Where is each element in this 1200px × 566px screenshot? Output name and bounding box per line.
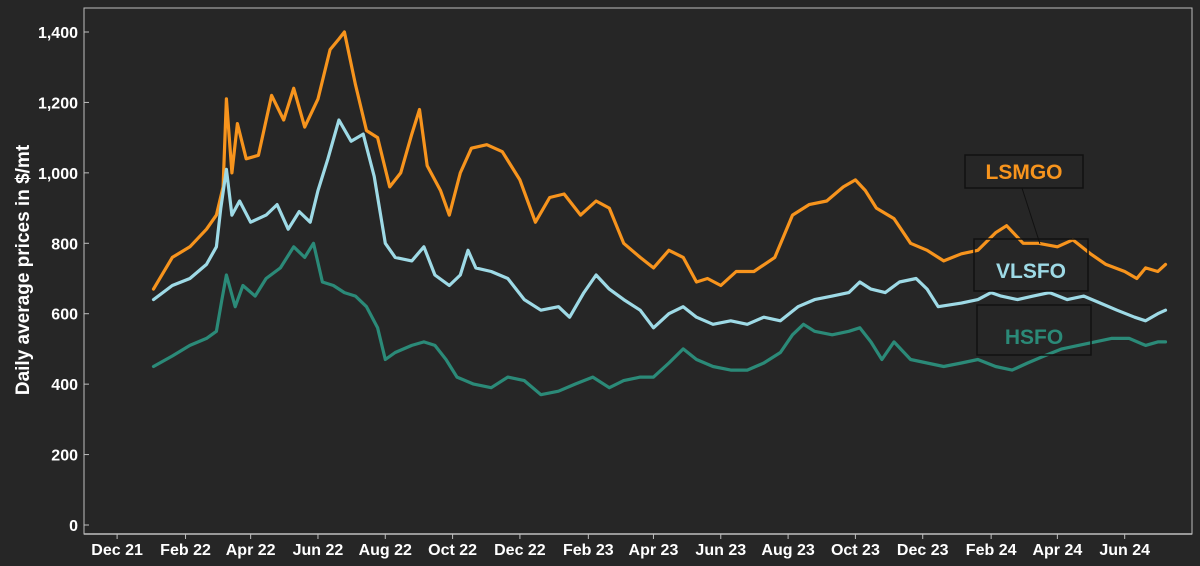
x-tick-label: Aug 23: [761, 542, 814, 559]
legend-entry-hsfo: HSFO: [976, 304, 1092, 356]
y-tick-label: 800: [51, 236, 78, 253]
legend-label-hsfo: HSFO: [1005, 326, 1063, 349]
legend-entry-lsmgo: LSMGO: [964, 154, 1084, 245]
x-tick-label: Dec 23: [897, 542, 949, 559]
legend-box-lsmgo: [964, 154, 1084, 189]
x-tick-label: Apr 24: [1032, 542, 1082, 559]
y-tick-label: 1,200: [38, 95, 78, 112]
y-tick-label: 1,400: [38, 25, 78, 42]
x-tick-label: Aug 22: [359, 542, 412, 559]
y-axis-label: Daily average prices in $/mt: [13, 144, 34, 395]
y-tick-label: 200: [51, 448, 78, 465]
series-line-vlsfo: [151, 118, 1168, 330]
legend-leader-lsmgo: [1021, 187, 1041, 245]
x-tick-label: Feb 24: [966, 542, 1017, 559]
series-line-hsfo: [151, 241, 1168, 397]
y-tick-label: 0: [69, 518, 78, 535]
x-ticks: Dec 21 Feb 22 Apr 22 Jun 22 Aug 22 Oct 22 Dec …: [91, 534, 1150, 559]
legend-label-vlsfo: VLSFO: [996, 260, 1066, 283]
legend-entry-vlsfo: VLSFO: [973, 238, 1089, 292]
y-tick-label: 400: [51, 377, 78, 394]
legend-box-vlsfo: [973, 238, 1089, 292]
legend-box-hsfo: [976, 304, 1092, 356]
x-tick-label: Dec 21: [91, 542, 143, 559]
x-tick-label: Jun 23: [695, 542, 746, 559]
x-tick-label: Dec 22: [494, 542, 546, 559]
legend: LSMGO VLSFO HSFO: [964, 154, 1092, 356]
y-tick-label: 1,000: [38, 166, 78, 183]
x-tick-label: Oct 22: [428, 542, 477, 559]
x-tick-label: Feb 22: [160, 542, 211, 559]
series-lines: [151, 30, 1168, 397]
legend-label-lsmgo: LSMGO: [986, 161, 1063, 184]
x-tick-label: Feb 23: [563, 542, 614, 559]
y-tick-label: 600: [51, 307, 78, 324]
y-ticks: 0 200 400 600 800 1,000 1,200 1,400: [38, 25, 89, 535]
x-tick-label: Oct 23: [831, 542, 880, 559]
x-tick-label: Apr 23: [629, 542, 679, 559]
x-tick-label: Apr 22: [226, 542, 276, 559]
x-tick-label: Jun 22: [293, 542, 344, 559]
x-tick-label: Jun 24: [1099, 542, 1150, 559]
series-line-lsmgo: [151, 30, 1168, 291]
